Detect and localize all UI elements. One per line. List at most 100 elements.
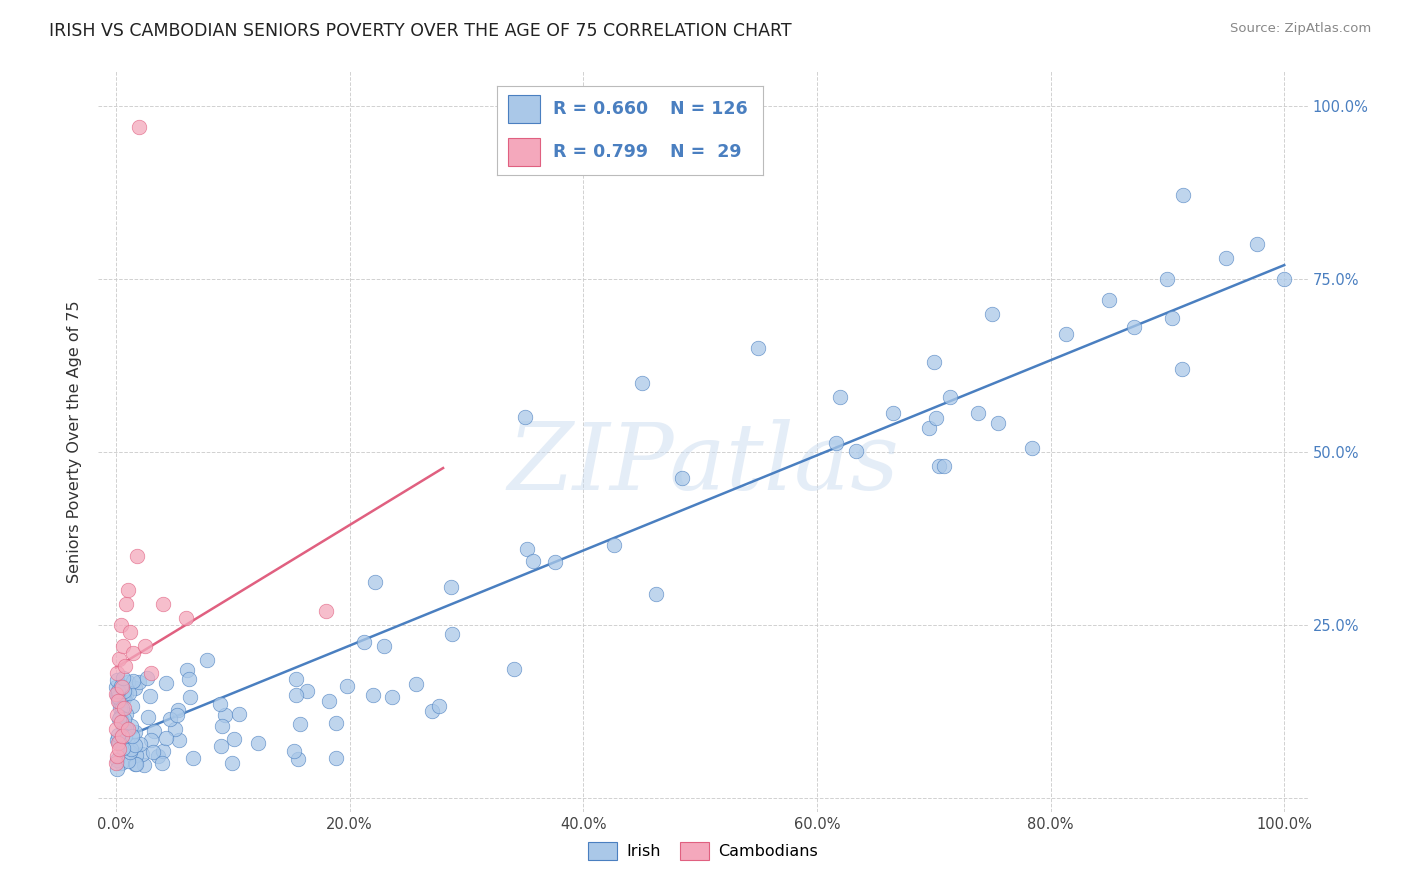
Point (1098, 293, 1121, 307)
Point (747, 341, 769, 355)
Point (124, 756, 146, 771)
Point (121, 673, 143, 688)
Text: IRISH VS CAMBODIAN SENIORS POVERTY OVER THE AGE OF 75 CORRELATION CHART: IRISH VS CAMBODIAN SENIORS POVERTY OVER … (49, 22, 792, 40)
Point (114, 729, 136, 743)
Point (513, 410, 536, 425)
Point (630, 376, 652, 390)
Point (125, 748, 148, 763)
Point (118, 686, 141, 700)
Point (111, 680, 134, 694)
Point (104, 756, 127, 771)
Point (152, 597, 174, 611)
Point (155, 731, 177, 745)
Point (134, 639, 156, 653)
Point (925, 410, 948, 425)
Point (297, 683, 319, 698)
Point (110, 618, 132, 632)
Point (108, 701, 131, 715)
Point (918, 421, 941, 435)
Point (108, 694, 131, 708)
Point (117, 583, 139, 598)
Point (1272, 272, 1295, 286)
Point (179, 690, 201, 704)
Point (139, 732, 162, 747)
Point (129, 737, 152, 751)
Point (108, 652, 131, 666)
Point (283, 744, 305, 758)
Point (105, 753, 128, 767)
Point (105, 680, 128, 694)
Text: ZIPatlas: ZIPatlas (508, 418, 898, 508)
Point (122, 646, 145, 660)
Point (228, 706, 250, 721)
Point (121, 729, 143, 743)
Point (114, 707, 136, 722)
Point (128, 120, 150, 134)
Point (1021, 441, 1043, 455)
Point (522, 554, 544, 568)
Point (112, 716, 135, 731)
Point (117, 754, 139, 768)
Point (353, 634, 375, 648)
Point (121, 698, 143, 713)
Point (107, 683, 129, 698)
Point (111, 729, 134, 743)
Point (117, 675, 139, 690)
Point (981, 306, 1004, 320)
Point (1054, 326, 1077, 341)
Point (373, 639, 395, 653)
Y-axis label: Seniors Poverty Over the Age of 75: Seniors Poverty Over the Age of 75 (67, 301, 83, 582)
Point (285, 688, 308, 702)
Point (159, 712, 181, 726)
Point (108, 732, 131, 747)
Point (120, 719, 142, 733)
Point (405, 677, 427, 691)
Point (115, 721, 138, 735)
Point (325, 750, 347, 764)
Point (111, 671, 134, 685)
Point (285, 672, 308, 686)
Point (128, 674, 150, 689)
Point (181, 751, 204, 765)
Point (124, 738, 146, 752)
Point (922, 355, 945, 369)
Point (290, 716, 312, 731)
Legend: Irish, Cambodians: Irish, Cambodians (582, 836, 824, 867)
Point (108, 742, 131, 756)
Point (139, 666, 162, 681)
Point (111, 740, 134, 755)
Point (104, 687, 127, 701)
Point (987, 416, 1010, 430)
Point (112, 688, 135, 702)
Point (115, 597, 138, 611)
Point (211, 719, 233, 733)
Point (427, 699, 450, 714)
Point (209, 739, 232, 753)
Point (195, 653, 218, 667)
Point (381, 690, 404, 704)
Point (104, 722, 127, 736)
Point (142, 724, 165, 739)
Point (112, 691, 135, 706)
Point (844, 444, 866, 458)
Point (1246, 237, 1268, 252)
Point (934, 458, 956, 473)
Point (174, 611, 197, 625)
Point (830, 390, 852, 404)
Point (176, 663, 198, 677)
Point (440, 580, 463, 594)
Point (108, 693, 131, 707)
Point (247, 736, 270, 750)
Point (108, 692, 131, 706)
Text: Source: ZipAtlas.com: Source: ZipAtlas.com (1230, 22, 1371, 36)
Point (214, 708, 236, 723)
Point (152, 744, 174, 758)
Point (221, 756, 243, 771)
Point (107, 728, 129, 742)
Point (166, 707, 188, 722)
Point (110, 712, 132, 726)
Point (112, 712, 135, 726)
Point (336, 680, 359, 694)
Point (209, 697, 232, 711)
Point (105, 666, 128, 681)
